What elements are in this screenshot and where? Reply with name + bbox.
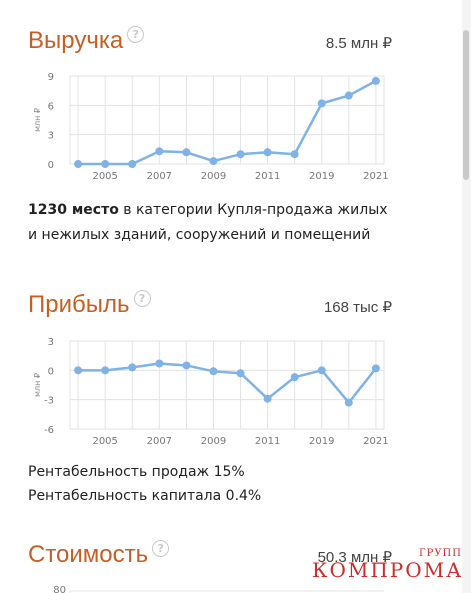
data-point (128, 160, 137, 168)
watermark-sub: ГРУПП (418, 548, 462, 559)
x-tick-label: 2009 (201, 436, 226, 447)
data-point (74, 366, 83, 375)
data-point (155, 359, 164, 368)
y-tick-label: 80 (53, 585, 66, 593)
capital-profitability: Рентабельность капитала 0.4% (28, 488, 262, 504)
y-tick-label: 0 (48, 366, 54, 377)
data-point (344, 398, 353, 407)
x-tick-label: 2011 (255, 171, 280, 182)
y-tick-label: -3 (44, 396, 54, 407)
data-point (155, 147, 164, 156)
cost-header: Стоимость? 50.3 млн ₽ (28, 540, 392, 580)
series-line (78, 79, 377, 166)
y-tick-label: 9 (48, 72, 54, 83)
profit-section: Прибыль? 168 тыс ₽ (28, 290, 392, 330)
revenue-value: 8.5 млн ₽ (325, 35, 392, 52)
data-point (209, 367, 218, 376)
data-point (263, 148, 272, 157)
x-tick-label: 2007 (147, 171, 172, 182)
data-point (344, 91, 353, 100)
x-tick-label: 2021 (363, 171, 388, 182)
data-point (128, 363, 137, 372)
x-tick-label: 2009 (201, 171, 226, 182)
question-circle-icon[interactable]: ? (152, 540, 170, 557)
watermark-main: КОМПРОМАТ (312, 558, 471, 582)
x-tick-label: 2007 (147, 436, 172, 447)
scrollbar-track[interactable] (462, 0, 471, 593)
x-tick-label: 2019 (309, 436, 334, 447)
data-point (263, 394, 272, 403)
revenue-chart: 0 3 6 9 млн ₽ 2005 2007 2009 2011 2019 2021 (33, 72, 389, 182)
y-tick-label: -6 (44, 425, 54, 436)
profit-title: Прибыль? (28, 290, 151, 319)
profit-chart: 3 0 -3 -6 млн ₽ 2005 2007 2009 2011 2019 2021 (33, 337, 389, 447)
rank-place: 1230 место (28, 202, 119, 218)
data-point (371, 76, 380, 85)
x-tick-label: 2005 (92, 436, 117, 447)
data-point (236, 150, 245, 159)
data-point (290, 150, 299, 159)
y-tick-label: 3 (48, 337, 54, 348)
y-axis-label: млн ₽ (33, 108, 42, 132)
data-point (182, 361, 191, 370)
revenue-title: Выручка? (28, 26, 145, 55)
x-tick-label: 2011 (255, 436, 280, 447)
data-point (74, 160, 83, 168)
question-circle-icon[interactable]: ? (133, 290, 151, 307)
data-point (371, 364, 380, 373)
data-point (290, 373, 299, 382)
category-rank: 1230 место в категории Купля-продажа жил… (28, 198, 388, 248)
x-tick-label: 2021 (363, 436, 388, 447)
data-point (317, 366, 326, 375)
series-line (78, 362, 377, 404)
watermark-logo: КОМПРОМАТ ГРУПП (312, 548, 471, 586)
profit-value: 168 тыс ₽ (323, 299, 392, 316)
profit-header: Прибыль? 168 тыс ₽ (28, 290, 392, 330)
cost-value: 50.3 млн ₽ (317, 549, 392, 566)
data-point (101, 366, 110, 375)
x-tick-label: 2019 (309, 171, 334, 182)
y-axis-label: млн ₽ (33, 373, 42, 397)
rank-text: в категории Купля-продажа жилых и нежилы… (28, 202, 388, 243)
data-point (236, 369, 245, 378)
data-point (317, 99, 326, 108)
revenue-section: Выручка? 8.5 млн ₽ (28, 26, 392, 66)
revenue-header: Выручка? 8.5 млн ₽ (28, 26, 392, 66)
plot-frame (69, 75, 385, 165)
y-tick-label: 3 (48, 131, 54, 142)
cost-section: Стоимость? 50.3 млн ₽ (28, 540, 392, 580)
question-circle-icon[interactable]: ? (127, 26, 145, 43)
sales-profitability: Рентабельность продаж 15% (28, 464, 245, 480)
cost-title: Стоимость? (28, 540, 170, 569)
y-tick-label: 6 (48, 101, 54, 112)
x-tick-label: 2005 (92, 171, 117, 182)
scrollbar-thumb[interactable] (463, 30, 469, 180)
plot-frame (69, 340, 385, 430)
data-point (182, 148, 191, 157)
data-point (101, 160, 110, 168)
y-tick-label: 0 (48, 160, 54, 171)
data-point (209, 157, 218, 166)
